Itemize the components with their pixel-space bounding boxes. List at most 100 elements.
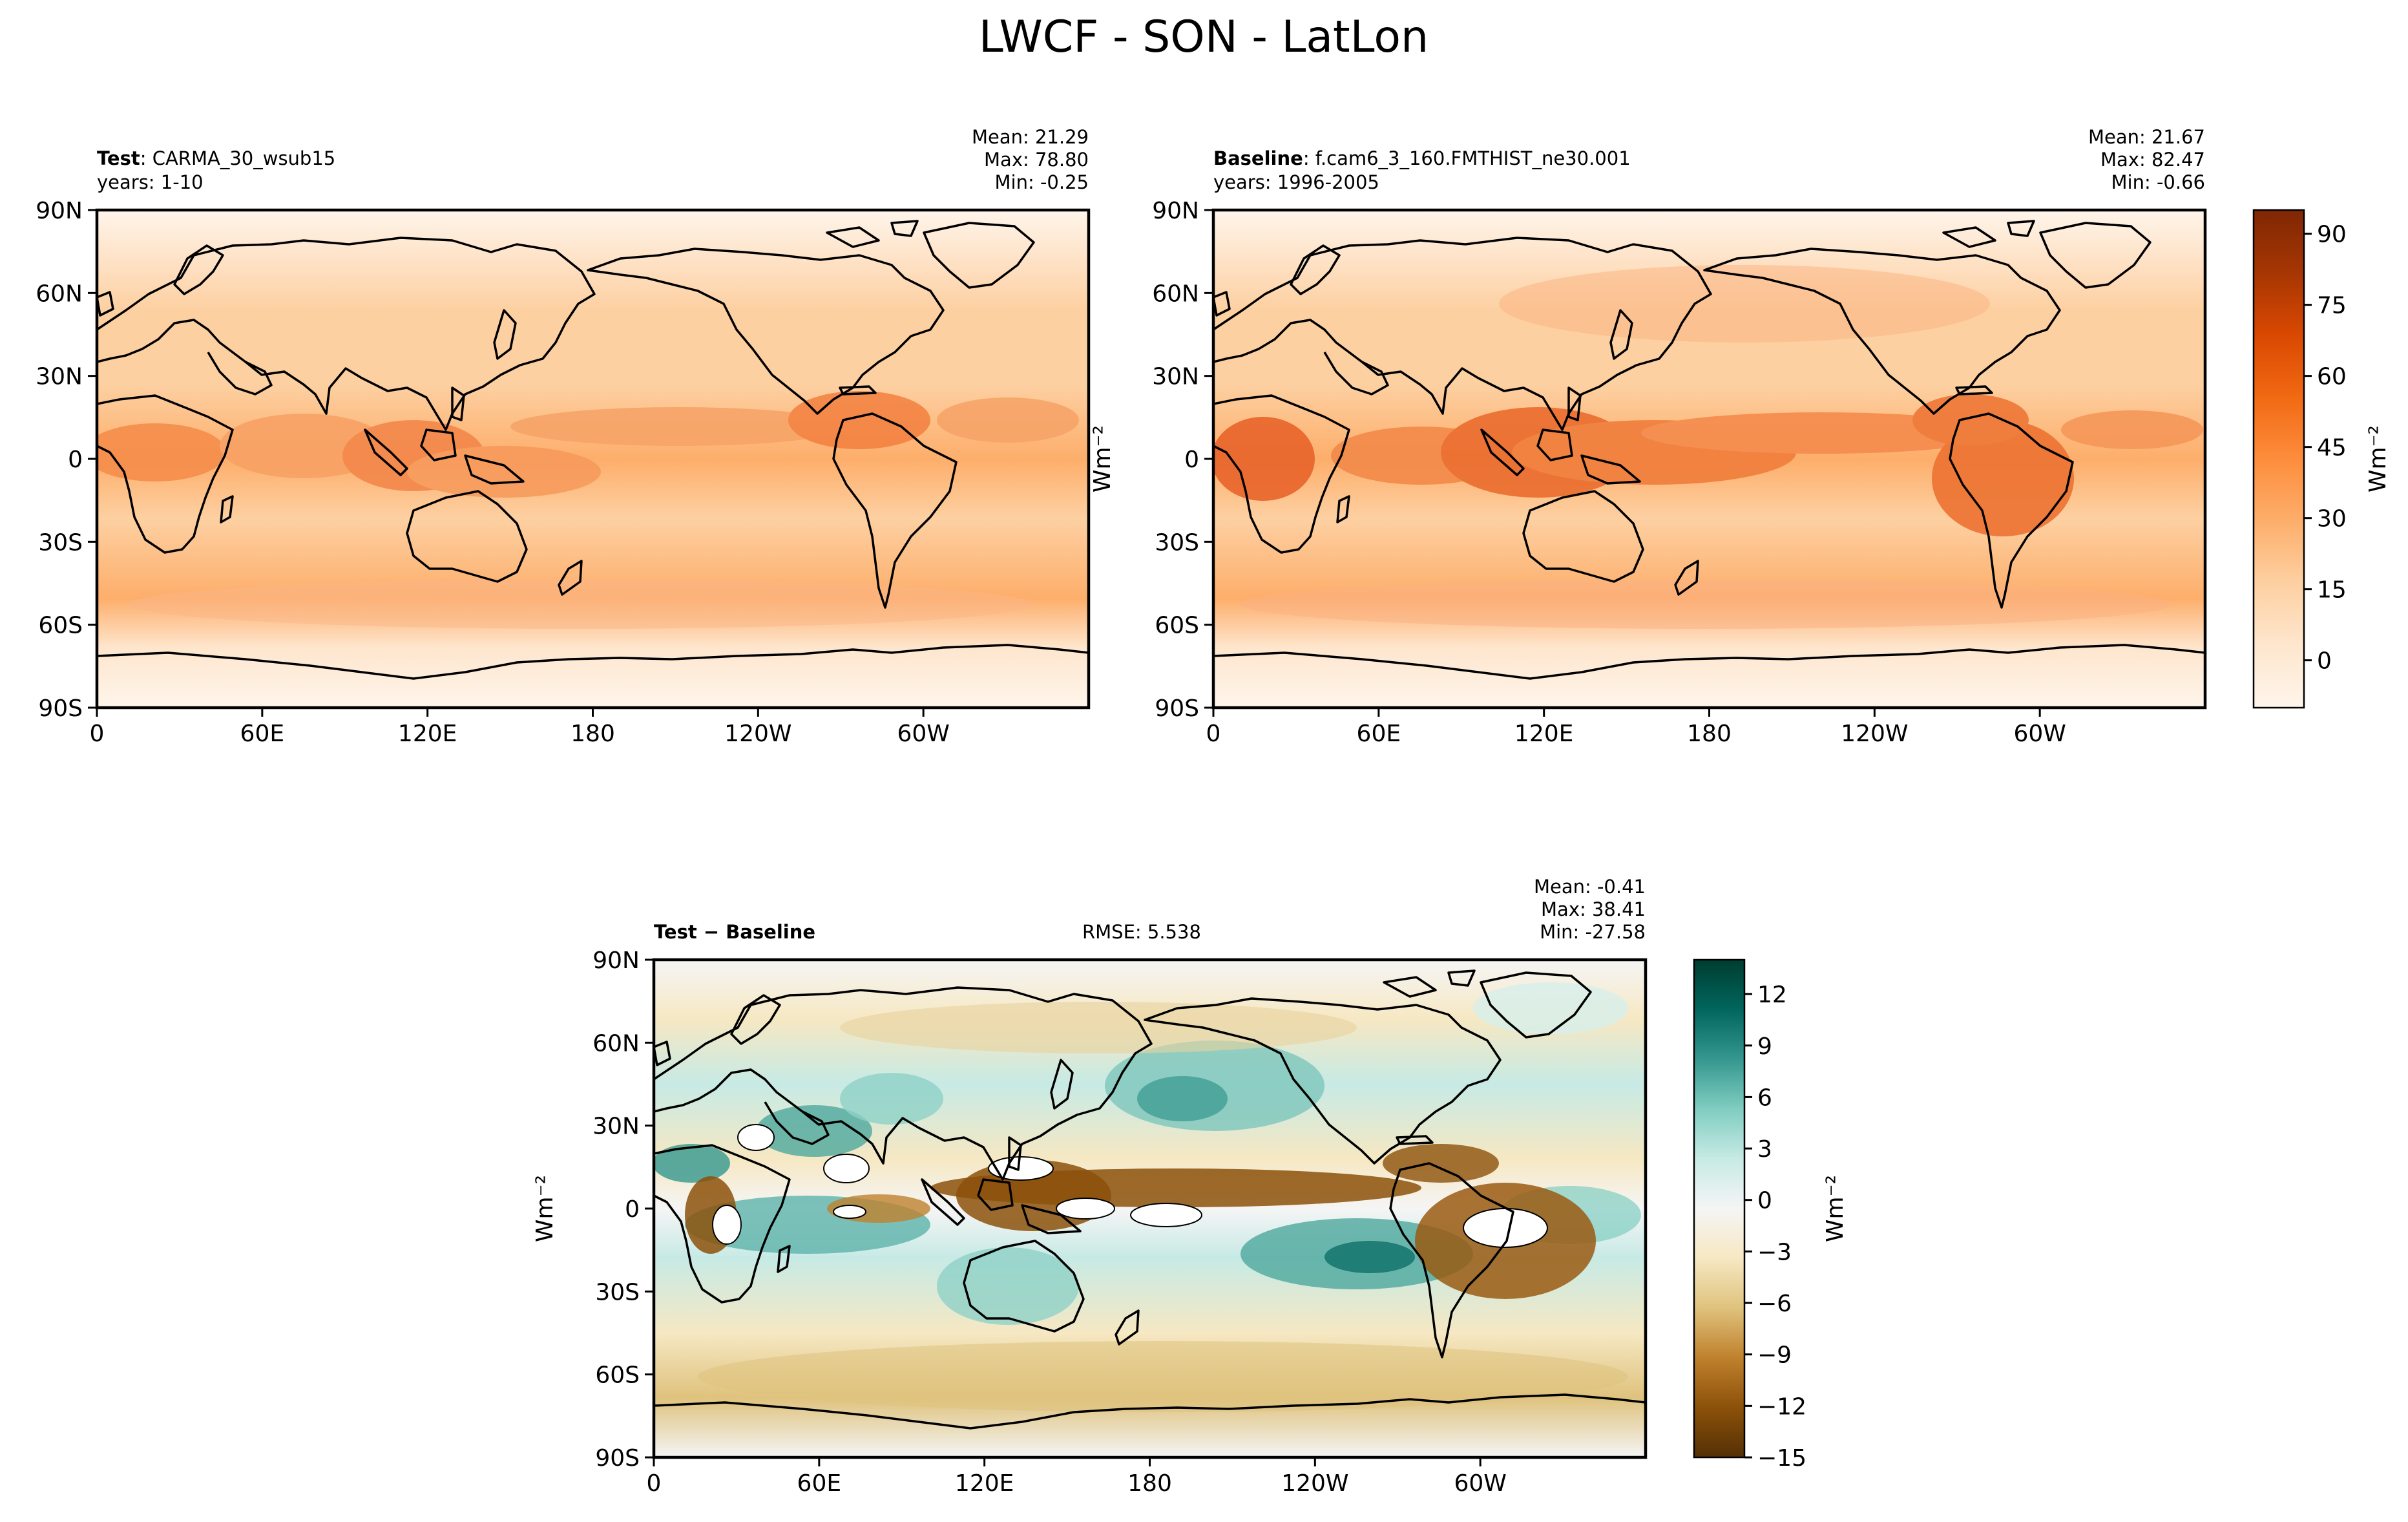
- diff-coast-arabia: [764, 1101, 830, 1145]
- diff-coast-south-america: [1389, 1162, 1514, 1358]
- diff-pos-spac2: [1324, 1241, 1415, 1273]
- diff-coast-madagascar: [777, 1245, 791, 1273]
- diff-ytick-label: 60S: [595, 1362, 640, 1389]
- diff-coast-philippines: [1008, 1136, 1022, 1171]
- panel-baseline-years: years: 1996-2005: [1213, 171, 1379, 193]
- colorbar-bottom: 12 9 6 3 0 −3 −6 −9 −12 −15 Wm⁻²: [1693, 958, 1848, 1472]
- diff-coast-australia: [963, 1240, 1085, 1333]
- diff-pos-arctic: [1473, 982, 1628, 1034]
- colorbar-top-tick-label: 30: [2317, 506, 2347, 533]
- panel-test-blobs: [97, 391, 1079, 629]
- panel-baseline-label-case: : f.cam6_3_160.FMTHIST_ne30.001: [1303, 147, 1631, 169]
- base-blob-central-america: [1912, 394, 2029, 446]
- baseline-xtick-label: 0: [1206, 721, 1221, 747]
- test-ytick-label: 30N: [36, 364, 83, 390]
- colorbar-bottom-ticks: 12 9 6 3 0 −3 −6 −9 −12 −15: [1744, 982, 1806, 1472]
- base-coast-japan: [1609, 309, 1633, 360]
- base-coast-arctic-islands: [1942, 220, 2035, 248]
- diff-pos-africa-west: [654, 1144, 730, 1183]
- diff-coast-japan: [1050, 1059, 1074, 1110]
- colorbar-top-ticks: 90 75 60 45 30 15 0: [2304, 222, 2347, 675]
- diff-xtick-label: 60E: [797, 1470, 842, 1497]
- colorbar-top-tick-label: 90: [2317, 222, 2347, 248]
- test-ytick-label: 90S: [38, 695, 83, 722]
- panel-baseline-label: Baseline: f.cam6_3_160.FMTHIST_ne30.001: [1213, 147, 1631, 169]
- test-ytick-label: 0: [68, 447, 83, 473]
- colorbar-top-tick-label: 15: [2317, 577, 2347, 604]
- diff-coast-africa: [654, 1144, 791, 1304]
- panel-baseline-label-bold: Baseline: [1213, 147, 1303, 169]
- colorbar-top-tick-label: 75: [2317, 293, 2347, 319]
- base-coast-antarctica: [1213, 644, 2205, 680]
- base-coast-scandinavia: [1290, 244, 1341, 295]
- base-coast-newguinea: [1580, 454, 1641, 485]
- baseline-ytick-label: 30S: [1155, 529, 1199, 556]
- test-coast-madagascar: [220, 495, 234, 523]
- test-coast-cuba: [839, 385, 877, 396]
- colorbar-bottom-tick-label: 9: [1757, 1033, 1772, 1060]
- baseline-ytick-label: 30N: [1152, 364, 1199, 390]
- test-coast-antarctica: [97, 644, 1089, 680]
- test-coast-africa: [97, 394, 234, 554]
- test-blob-africa: [97, 423, 226, 481]
- test-xtick-label: 60E: [240, 721, 285, 747]
- diff-coast-borneo: [977, 1178, 1014, 1211]
- base-coast-philippines: [1567, 386, 1582, 421]
- base-blob-atlantic: [2061, 410, 2203, 449]
- panel-baseline-ticks: 0 60E 120E 180 120W 60W 90N 60N 30N 0 30S 60S 90S: [1152, 198, 2066, 747]
- base-blob-itcz: [1641, 412, 2003, 454]
- baseline-ytick-label: 60N: [1152, 280, 1199, 307]
- panel-test-continents: [97, 220, 1089, 680]
- test-coast-greenland: [923, 222, 1035, 289]
- test-coast-north-america: [587, 248, 945, 415]
- diff-xtick-label: 120W: [1281, 1470, 1348, 1497]
- baseline-ytick-label: 60S: [1155, 613, 1199, 639]
- test-xtick-label: 120E: [398, 721, 457, 747]
- colorbar-bottom-tick-label: 0: [1757, 1188, 1772, 1214]
- panel-baseline-max: Max: 82.47: [2100, 149, 2205, 171]
- colorbar-top-label: Wm⁻²: [2365, 425, 2391, 492]
- panel-test-min: Min: -0.25: [995, 171, 1089, 193]
- panel-diff-min: Min: -27.58: [1540, 921, 1646, 943]
- diff-xtick-label: 120E: [955, 1470, 1014, 1497]
- panel-test-ylabel: Wm⁻²: [1089, 425, 1116, 492]
- colorbar-top-tick-label: 60: [2317, 364, 2347, 390]
- diff-ytick-label: 30S: [595, 1279, 640, 1305]
- base-blob-npacific: [1499, 265, 1990, 343]
- panel-test-label: Test: CARMA_30_wsub15: [97, 147, 335, 169]
- test-blob-itcz: [510, 407, 846, 446]
- diff-coast-scandinavia: [730, 994, 781, 1045]
- diff-mask-warmpool: [1056, 1198, 1115, 1220]
- panel-diff-ylabel: Wm⁻²: [532, 1175, 558, 1242]
- base-coast-newzealand: [1674, 560, 1699, 596]
- diff-coast-cuba: [1396, 1135, 1434, 1145]
- baseline-xtick-label: 120E: [1514, 721, 1573, 747]
- diff-coast-north-america: [1144, 997, 1502, 1165]
- diff-mask-india: [823, 1154, 870, 1183]
- test-blob-southern: [129, 580, 1034, 629]
- test-coast-borneo: [420, 428, 457, 461]
- panel-diff-mean: Mean: -0.41: [1534, 876, 1646, 898]
- diff-ytick-label: 90S: [595, 1445, 640, 1472]
- base-coast-madagascar: [1336, 495, 1350, 523]
- test-coast-arctic-islands: [826, 220, 919, 248]
- test-coast-newguinea: [464, 454, 525, 485]
- test-ytick-label: 30S: [38, 529, 83, 556]
- base-coast-cuba: [1955, 385, 1993, 396]
- test-xtick-label: 180: [571, 721, 615, 747]
- test-coast-newzealand: [558, 560, 583, 596]
- baseline-xtick-label: 60W: [2013, 721, 2066, 747]
- base-coast-sumatra: [1480, 428, 1525, 476]
- panel-test: Test: CARMA_30_wsub15 years: 1-10 Mean: …: [36, 126, 1091, 747]
- diff-xtick-label: 180: [1127, 1470, 1172, 1497]
- base-coast-greenland: [2039, 222, 2151, 289]
- test-blob-warmpool: [407, 446, 601, 498]
- colorbar-bottom-tick-label: −12: [1757, 1393, 1806, 1420]
- panel-baseline-min: Min: -0.66: [2111, 171, 2205, 193]
- diff-coast-arctic-islands: [1383, 969, 1476, 998]
- colorbar-top-tick-label: 0: [2317, 648, 2332, 675]
- panel-test-label-bold: Test: [97, 147, 140, 169]
- diff-xtick-label: 60W: [1454, 1470, 1506, 1497]
- base-coast-britain: [1213, 291, 1231, 317]
